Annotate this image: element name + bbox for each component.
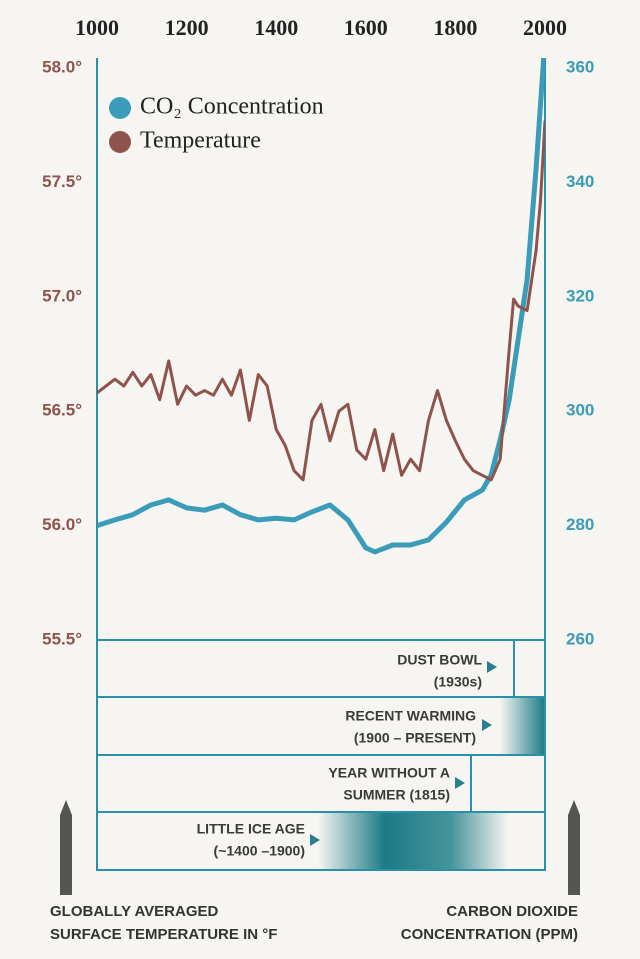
x-tick-label: 1800 bbox=[433, 15, 477, 40]
data-line bbox=[97, 120, 545, 482]
y2-tick-label: 340 bbox=[566, 172, 594, 191]
y-axis-label: SURFACE TEMPERATURE IN °F bbox=[50, 926, 277, 943]
legend-label: CO₂ Concentration bbox=[140, 94, 324, 120]
y-tick-label: 55.5° bbox=[42, 629, 82, 648]
event-shading bbox=[318, 813, 508, 869]
y-tick-label: 56.0° bbox=[42, 515, 82, 534]
axis-arrow bbox=[568, 800, 580, 895]
event-shading bbox=[500, 698, 545, 754]
y2-axis-label: CONCENTRATION (PPM) bbox=[401, 926, 578, 943]
event-box bbox=[96, 696, 546, 756]
y-tick-label: 56.5° bbox=[42, 401, 82, 420]
x-tick-label: 1600 bbox=[344, 15, 388, 40]
event-panel: DUST BOWL (1930s) RECENT WARMING (1900 –… bbox=[96, 639, 546, 871]
y2-tick-label: 300 bbox=[566, 401, 594, 420]
arrow bbox=[487, 661, 497, 673]
x-tick-label: 1400 bbox=[254, 15, 298, 40]
event-box bbox=[96, 754, 546, 813]
legend-marker bbox=[109, 97, 131, 119]
y-axis-label: GLOBALLY AVERAGED bbox=[50, 903, 219, 920]
axis-arrow bbox=[60, 800, 72, 895]
annotation: (~1400 –1900) bbox=[214, 843, 305, 859]
y2-tick-label: 320 bbox=[566, 286, 594, 305]
y-tick-label: 58.0° bbox=[42, 57, 82, 76]
arrow bbox=[482, 719, 492, 731]
arrow bbox=[455, 777, 465, 789]
annotation: (1930s) bbox=[434, 674, 482, 690]
y-tick-label: 57.5° bbox=[42, 172, 82, 191]
x-tick-label: 1200 bbox=[165, 15, 209, 40]
y2-tick-label: 280 bbox=[566, 515, 594, 534]
annotation: LITTLE ICE AGE bbox=[197, 821, 305, 837]
annotation: YEAR WITHOUT A bbox=[328, 765, 450, 781]
x-tick-label: 2000 bbox=[523, 15, 567, 40]
annotation: RECENT WARMING bbox=[345, 708, 476, 724]
y-tick-label: 57.0° bbox=[42, 286, 82, 305]
legend-label: Temperature bbox=[140, 128, 261, 154]
x-tick-label: 1000 bbox=[75, 15, 119, 40]
plot-area bbox=[97, 58, 545, 555]
annotation: (1900 – PRESENT) bbox=[354, 730, 476, 746]
arrow bbox=[310, 834, 320, 846]
legend-marker bbox=[109, 131, 131, 153]
annotation: SUMMER (1815) bbox=[343, 787, 450, 803]
y2-tick-label: 260 bbox=[566, 629, 594, 648]
y2-tick-label: 360 bbox=[566, 57, 594, 76]
y2-axis-label: CARBON DIOXIDE bbox=[446, 903, 578, 920]
annotation: DUST BOWL bbox=[397, 652, 482, 668]
